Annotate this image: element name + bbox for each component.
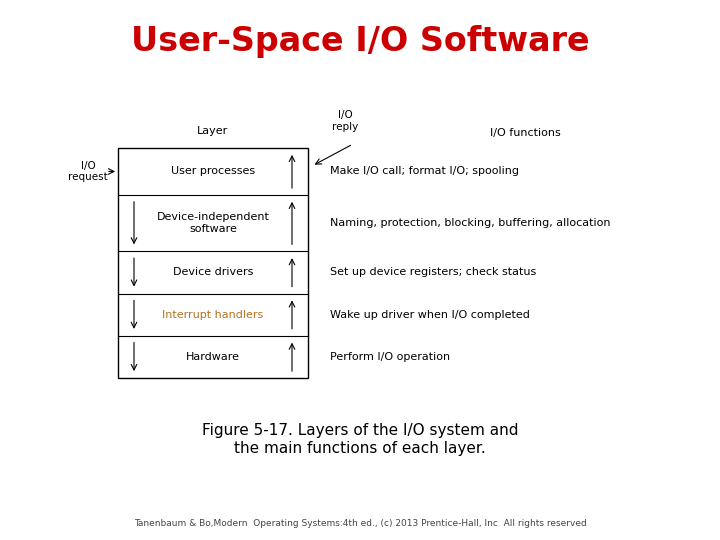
Text: User-Space I/O Software: User-Space I/O Software (131, 25, 589, 58)
Text: Figure 5-17. Layers of the I/O system and: Figure 5-17. Layers of the I/O system an… (202, 422, 518, 437)
Bar (118, 148, 308, 378)
Text: User processes: User processes (171, 166, 255, 177)
Text: I/O functions: I/O functions (490, 128, 561, 138)
Text: Perform I/O operation: Perform I/O operation (330, 352, 450, 362)
Text: Tanenbaum & Bo,Modern  Operating Systems:4th ed., (c) 2013 Prentice-Hall, Inc  A: Tanenbaum & Bo,Modern Operating Systems:… (134, 519, 586, 528)
Text: Naming, protection, blocking, buffering, allocation: Naming, protection, blocking, buffering,… (330, 218, 611, 228)
Text: Set up device registers; check status: Set up device registers; check status (330, 267, 536, 278)
Text: Hardware: Hardware (186, 352, 240, 362)
Text: I/O
reply: I/O reply (332, 110, 358, 132)
Text: Interrupt handlers: Interrupt handlers (163, 309, 264, 320)
Text: Make I/O call; format I/O; spooling: Make I/O call; format I/O; spooling (330, 166, 519, 177)
Text: the main functions of each layer.: the main functions of each layer. (234, 441, 486, 456)
Text: I/O
request: I/O request (68, 161, 108, 183)
Text: Device drivers: Device drivers (173, 267, 253, 278)
Text: Layer: Layer (197, 126, 229, 136)
Text: Wake up driver when I/O completed: Wake up driver when I/O completed (330, 309, 530, 320)
Text: Device-independent
software: Device-independent software (156, 212, 269, 234)
